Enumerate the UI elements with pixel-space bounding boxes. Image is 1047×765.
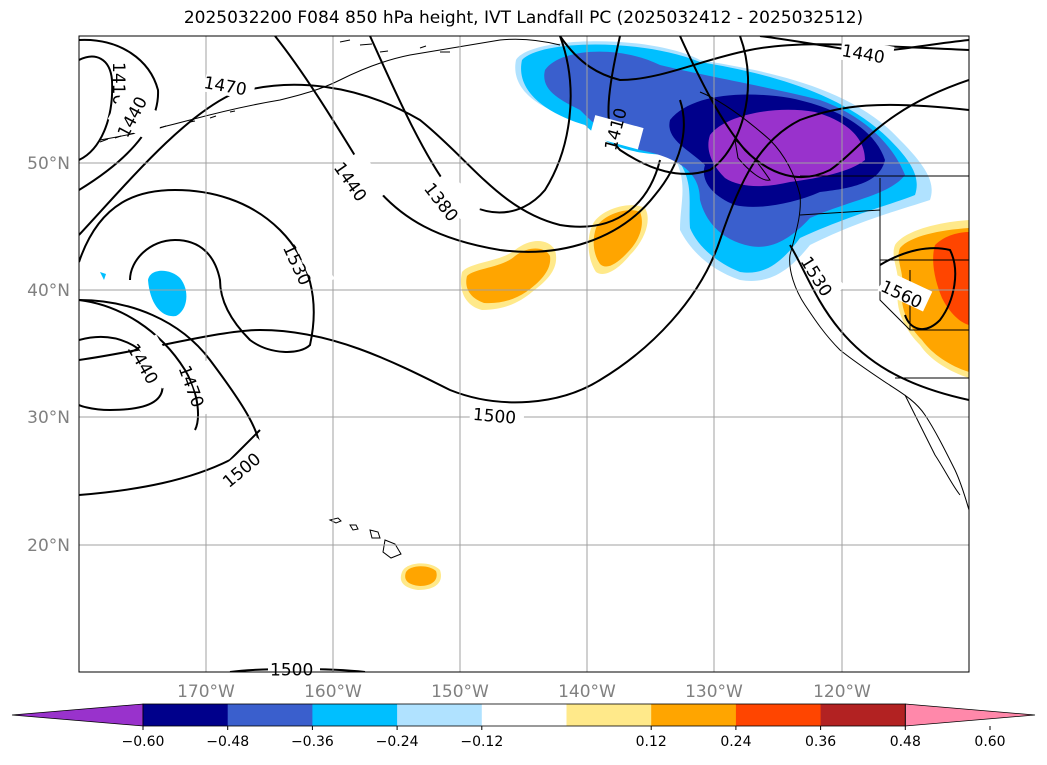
shade-tiny-blue bbox=[100, 272, 106, 280]
shade-orange-mid bbox=[593, 210, 642, 267]
lon-label-130w: 130°W bbox=[685, 682, 743, 702]
contour-1440-sw bbox=[79, 335, 164, 412]
colorbar-outline bbox=[142, 703, 906, 727]
colorbar-tick-label: 0.60 bbox=[974, 734, 1005, 750]
colorbar-segment bbox=[227, 704, 313, 726]
contour-1410-east bbox=[607, 36, 749, 175]
coastlines bbox=[99, 38, 969, 559]
colorbar-tick-label: 0.36 bbox=[805, 734, 836, 750]
contour-1500-south bbox=[79, 429, 261, 496]
coast-north-islands bbox=[339, 39, 450, 53]
contour-1440-middle bbox=[274, 36, 685, 253]
colorbar-tick-label: −0.60 bbox=[122, 734, 165, 750]
shade-dark-orchid bbox=[708, 109, 865, 187]
contour-label: 1500 bbox=[472, 405, 517, 429]
contour-1470-central bbox=[79, 299, 261, 451]
colorbar-tick-label: 0.48 bbox=[890, 734, 921, 750]
map-title: 2025032200 F084 850 hPa height, IVT Land… bbox=[183, 8, 864, 28]
negative-ivt-shading bbox=[100, 41, 932, 317]
lon-label-160w: 160°W bbox=[304, 682, 362, 702]
contour-1530 bbox=[79, 188, 315, 353]
contour-1470-sw bbox=[79, 299, 199, 431]
gridlines bbox=[79, 36, 969, 672]
coast-north-america bbox=[699, 91, 969, 511]
lon-label-120w: 120°W bbox=[813, 682, 871, 702]
lon-label-140w: 140°W bbox=[558, 682, 616, 702]
colorbar-tick-label: −0.36 bbox=[291, 734, 334, 750]
colorbar-segment bbox=[735, 704, 822, 726]
colorbar-tick-label: −0.24 bbox=[376, 734, 419, 750]
colorbar-tick-label: −0.12 bbox=[460, 734, 503, 750]
colorbar-tick-label: −0.48 bbox=[206, 734, 249, 750]
colorbar-segment bbox=[143, 704, 229, 726]
border-states bbox=[799, 178, 969, 379]
colorbar-segment bbox=[397, 704, 483, 726]
colorbar-tick-label: 0.12 bbox=[636, 734, 667, 750]
shade-small-blue-dot bbox=[148, 270, 187, 317]
coast-hawaii bbox=[328, 517, 402, 559]
lon-label-170w: 170°W bbox=[177, 682, 235, 702]
contour-1380 bbox=[369, 36, 572, 214]
longitude-labels: 170°W 160°W 150°W 140°W 130°W 120°W bbox=[177, 682, 871, 702]
shade-orange-hawaii bbox=[405, 566, 437, 586]
colorbar-extend-low bbox=[11, 703, 144, 727]
lat-label-30n: 30°N bbox=[27, 408, 70, 428]
contour-1440-west bbox=[79, 38, 160, 191]
colorbar-extend-high bbox=[904, 703, 1036, 727]
colorbar-tick-label: 0.24 bbox=[720, 734, 751, 750]
contour-1560-east bbox=[879, 247, 957, 330]
contour-1440-northeast bbox=[679, 36, 969, 178]
contour-1410-west bbox=[79, 55, 114, 161]
colorbar-segment bbox=[566, 704, 652, 726]
contour-label: 1500 bbox=[270, 660, 313, 680]
colorbar-segment bbox=[481, 704, 567, 726]
height-contours bbox=[79, 36, 969, 672]
colorbar: −0.60 −0.48 −0.36 −0.24 −0.12 0.12 0.24 0.36 0.4… bbox=[11, 703, 1036, 750]
lon-label-150w: 150°W bbox=[431, 682, 489, 702]
lat-label-40n: 40°N bbox=[27, 281, 70, 301]
coast-aleutians bbox=[99, 110, 236, 143]
map-panel: 1410 1440 1470 1440 1380 1530 1410 1440 … bbox=[78, 35, 970, 680]
colorbar-segment bbox=[820, 704, 906, 726]
contour-1470-northwest bbox=[79, 83, 661, 236]
contour-1530-east bbox=[789, 244, 969, 401]
colorbar-segment bbox=[651, 704, 737, 726]
shade-orange-west bbox=[466, 248, 551, 304]
coast-baja bbox=[904, 394, 961, 496]
contour-1500-central bbox=[79, 103, 969, 404]
colorbar-segment bbox=[312, 704, 398, 726]
latitude-labels: 50°N 40°N 30°N 20°N bbox=[27, 154, 70, 556]
lat-label-20n: 20°N bbox=[27, 536, 70, 556]
map-frame bbox=[78, 35, 970, 673]
lat-label-50n: 50°N bbox=[27, 154, 70, 174]
coast-alaska bbox=[99, 38, 561, 141]
shade-red-east bbox=[933, 232, 969, 325]
